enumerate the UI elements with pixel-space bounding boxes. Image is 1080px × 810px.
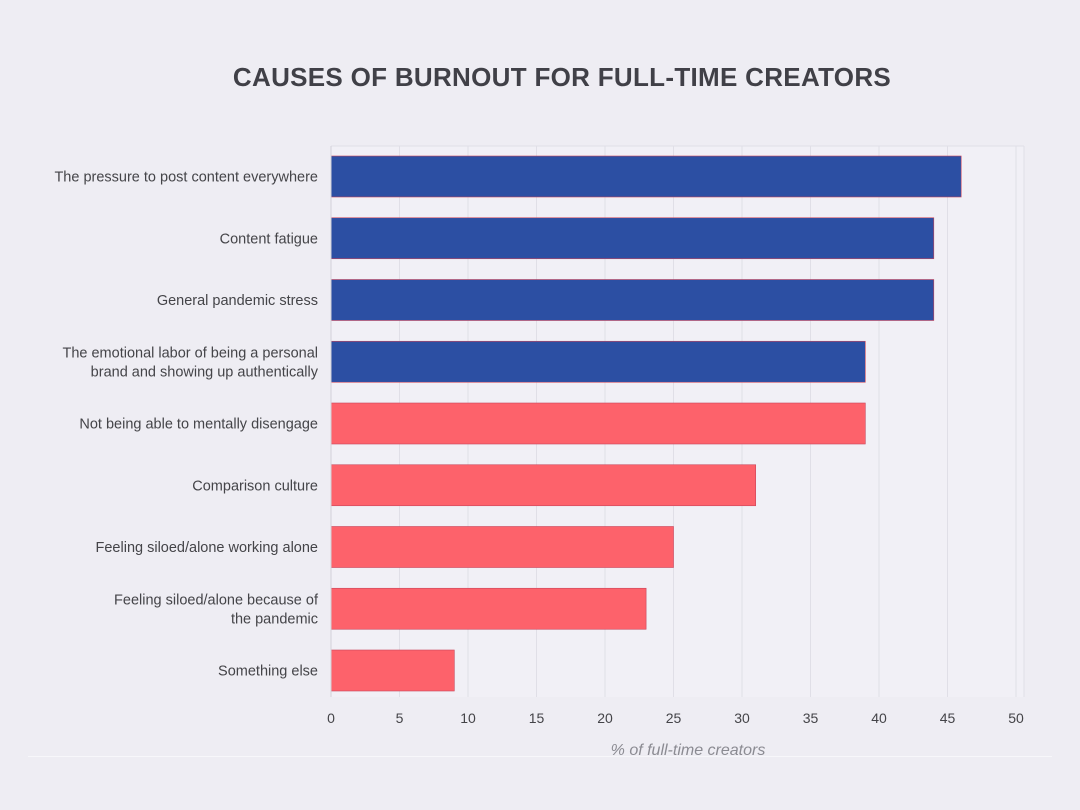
- category-label: the pandemic: [231, 611, 318, 627]
- x-tick-label: 15: [529, 710, 545, 726]
- bar: [330, 464, 757, 507]
- category-label: Not being able to mentally disengage: [79, 417, 318, 433]
- category-label: Something else: [218, 664, 318, 680]
- x-axis-title: % of full-time creators: [611, 742, 766, 759]
- x-tick-label: 45: [940, 710, 956, 726]
- category-label: Comparison culture: [192, 478, 318, 494]
- x-tick-label: 5: [396, 710, 404, 726]
- category-label: The pressure to post content everywhere: [54, 170, 318, 186]
- x-tick-label: 25: [666, 710, 682, 726]
- bar: [330, 340, 866, 383]
- category-label: Feeling siloed/alone working alone: [96, 540, 318, 556]
- x-tick-label: 40: [871, 710, 887, 726]
- chart-title: CAUSES OF BURNOUT FOR FULL-TIME CREATORS: [232, 62, 892, 92]
- bar: [330, 526, 674, 568]
- bottom-divider: [28, 756, 1052, 757]
- x-tick-label: 20: [597, 710, 613, 726]
- category-label: Feeling siloed/alone because of: [114, 592, 319, 608]
- bar: [330, 155, 962, 198]
- bar: [330, 649, 455, 692]
- category-label: The emotional labor of being a personal: [62, 345, 318, 361]
- x-tick-label: 0: [327, 710, 335, 726]
- x-tick-label: 10: [460, 710, 476, 726]
- bar: [330, 279, 935, 321]
- x-tick-label: 30: [734, 710, 750, 726]
- bar: [330, 217, 935, 260]
- category-label: brand and showing up authentically: [91, 364, 319, 380]
- bar: [330, 587, 647, 630]
- category-label: Content fatigue: [220, 231, 318, 247]
- x-tick-label: 35: [803, 710, 819, 726]
- x-tick-label: 50: [1008, 710, 1024, 726]
- category-label: General pandemic stress: [157, 293, 318, 309]
- bar: [330, 402, 866, 445]
